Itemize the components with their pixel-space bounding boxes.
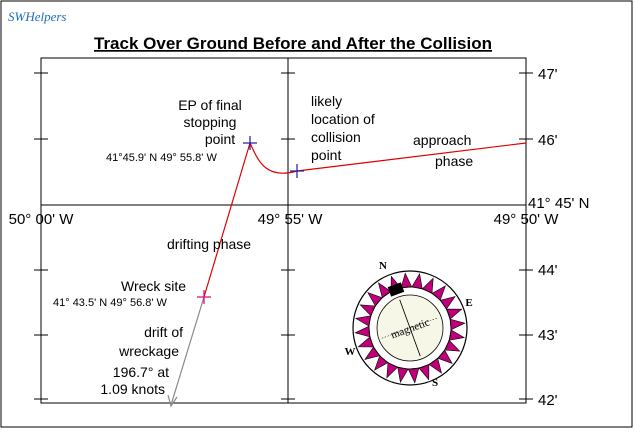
lon-label-49-55: 49° 55' W <box>258 211 324 228</box>
tick-marks <box>34 72 533 400</box>
wreck-coords: 41° 43.5' N 49° 56.8' W <box>53 297 168 309</box>
collision-label-line2: location of <box>311 111 375 127</box>
brand-logo-text: SWHelpers <box>8 9 67 24</box>
drift-label-line4: 1.09 knots <box>100 381 165 397</box>
compass-point <box>364 346 381 360</box>
lon-label-49-50: 49° 50' W <box>494 211 560 228</box>
ep-marker <box>243 136 257 150</box>
lat-label-42: 42' <box>538 392 558 409</box>
compass-west: W <box>345 346 356 358</box>
lat-label-47: 47' <box>538 66 558 83</box>
lon-label-50-00: 50° 00' W <box>9 211 75 228</box>
compass-east: E <box>465 297 472 309</box>
drift-label-line3: 196.7° at <box>113 364 169 380</box>
lat-label-46: 46' <box>538 132 558 149</box>
lat-label-43: 43' <box>538 327 558 344</box>
wreck-site-label: Wreck site <box>121 278 186 294</box>
compass-point <box>378 282 392 299</box>
lat-label-41-45: 41° 45' N <box>528 195 589 212</box>
wreck-marker <box>197 290 211 304</box>
drifting-phase-label: drifting phase <box>167 236 251 252</box>
ep-label-line3: point <box>205 131 235 147</box>
compass-point <box>357 336 375 348</box>
collision-label-line4: point <box>311 147 341 163</box>
compass-south: S <box>432 377 438 389</box>
lat-label-44: 44' <box>538 262 558 279</box>
approach-label-line2: phase <box>435 153 473 169</box>
compass-rose: magnetic <box>352 270 468 386</box>
map-grid <box>40 57 527 404</box>
drift-label-line2: wreckage <box>118 343 179 359</box>
ep-label-line2: stopping <box>184 114 237 130</box>
ep-label-line1: EP of final <box>178 97 242 113</box>
collision-label-line3: collision <box>311 129 361 145</box>
compass-point <box>439 296 456 310</box>
compass-north: N <box>379 260 387 272</box>
compass-point <box>428 357 442 374</box>
compass-point <box>418 363 430 381</box>
chart-title: Track Over Ground Before and After the C… <box>94 34 492 53</box>
compass-point <box>445 308 463 320</box>
collision-label-line1: likely <box>311 93 342 109</box>
drift-track <box>167 296 205 408</box>
collision-marker <box>290 164 304 178</box>
drift-label-line1: drift of <box>144 324 183 340</box>
approach-label-line1: approach <box>413 132 471 148</box>
ep-coords: 41°45.9' N 49° 55.8' W <box>106 152 217 164</box>
